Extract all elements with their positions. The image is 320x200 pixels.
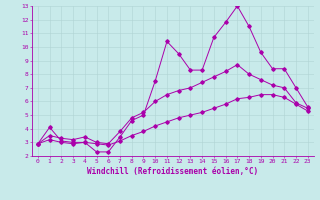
X-axis label: Windchill (Refroidissement éolien,°C): Windchill (Refroidissement éolien,°C): [87, 167, 258, 176]
